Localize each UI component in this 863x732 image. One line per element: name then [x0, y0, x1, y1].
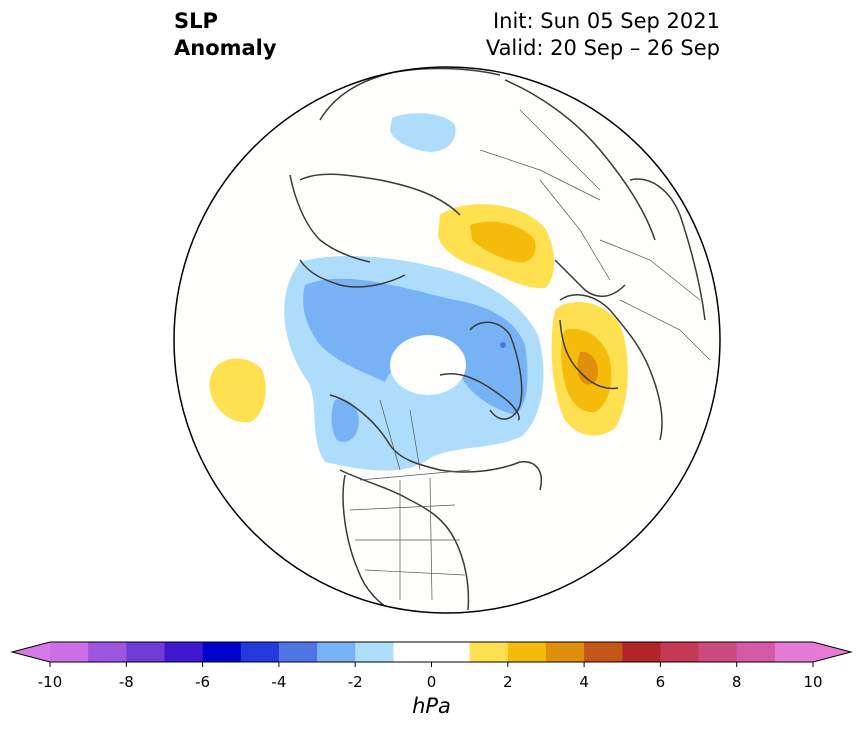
colorbar-segment	[278, 642, 318, 662]
colorbar-segment	[660, 642, 700, 662]
pos-anomaly-eurasia-mid	[470, 221, 536, 263]
colorbar-segments	[50, 642, 814, 662]
colorbar-segment	[431, 642, 471, 662]
colorbar-tick-label: -4	[271, 673, 286, 690]
colorbar-tick-label: 4	[579, 673, 589, 690]
valid-date-range: Valid: 20 Sep – 26 Sep	[485, 36, 720, 60]
colorbar-segment	[50, 642, 89, 662]
pos-anomaly-europe-core	[577, 351, 598, 385]
neg-anomaly-core	[500, 342, 506, 348]
title-variable: SLP	[174, 9, 218, 33]
neg-anomaly-siberia	[390, 113, 456, 152]
colorbar-segment	[240, 642, 280, 662]
colorbar-segment	[164, 642, 204, 662]
colorbar-segment	[736, 642, 776, 662]
near-zero-center	[390, 335, 466, 395]
colorbar-segment	[507, 642, 547, 662]
colorbar-segment	[469, 642, 509, 662]
colorbar-segment	[698, 642, 738, 662]
colorbar-segment	[584, 642, 623, 662]
colorbar-tick-label: 2	[503, 673, 513, 690]
colorbar-segment	[622, 642, 661, 662]
colorbar-extend-left	[12, 642, 50, 662]
colorbar-segment	[774, 642, 814, 662]
neg-anomaly-west	[331, 399, 359, 442]
colorbar-segment	[355, 642, 394, 662]
init-date: Init: Sun 05 Sep 2021	[492, 9, 720, 33]
pos-anomaly-pacific	[209, 358, 266, 423]
colorbar-segment	[202, 642, 242, 662]
colorbar-tick-label: -6	[195, 673, 210, 690]
forecast-dates: Init: Sun 05 Sep 2021 Valid: 20 Sep – 26…	[486, 8, 720, 62]
coastlines	[289, 67, 706, 613]
colorbar-tick-label: -10	[38, 673, 63, 690]
colorbar-unit-label: hPa	[412, 694, 451, 718]
map-title: SLP Anomaly	[174, 8, 277, 62]
colorbar-tick-label: -8	[119, 673, 134, 690]
colorbar-tick-label: 8	[732, 673, 742, 690]
map-boundary	[173, 66, 721, 614]
colorbar-segment	[393, 642, 432, 662]
colorbar-segment	[126, 642, 165, 662]
colorbar-segment	[545, 642, 585, 662]
political-borders	[349, 109, 711, 601]
polar-map	[173, 66, 721, 614]
colorbar-tick-label: -2	[348, 673, 363, 690]
colorbar-segment	[317, 642, 356, 662]
colorbar-ticks: -10 -8 -6 -4 -2 0 2 4 6 8 10	[38, 662, 823, 690]
colorbar-tick-label: 6	[656, 673, 666, 690]
colorbar-segment	[88, 642, 127, 662]
colorbar-tick-label: 0	[427, 673, 437, 690]
colorbar-extend-right	[813, 642, 851, 662]
title-subtitle: Anomaly	[174, 36, 277, 60]
colorbar: -10 -8 -6 -4 -2 0 2 4 6 8 10	[10, 641, 853, 690]
colorbar-tick-label: 10	[803, 673, 822, 690]
